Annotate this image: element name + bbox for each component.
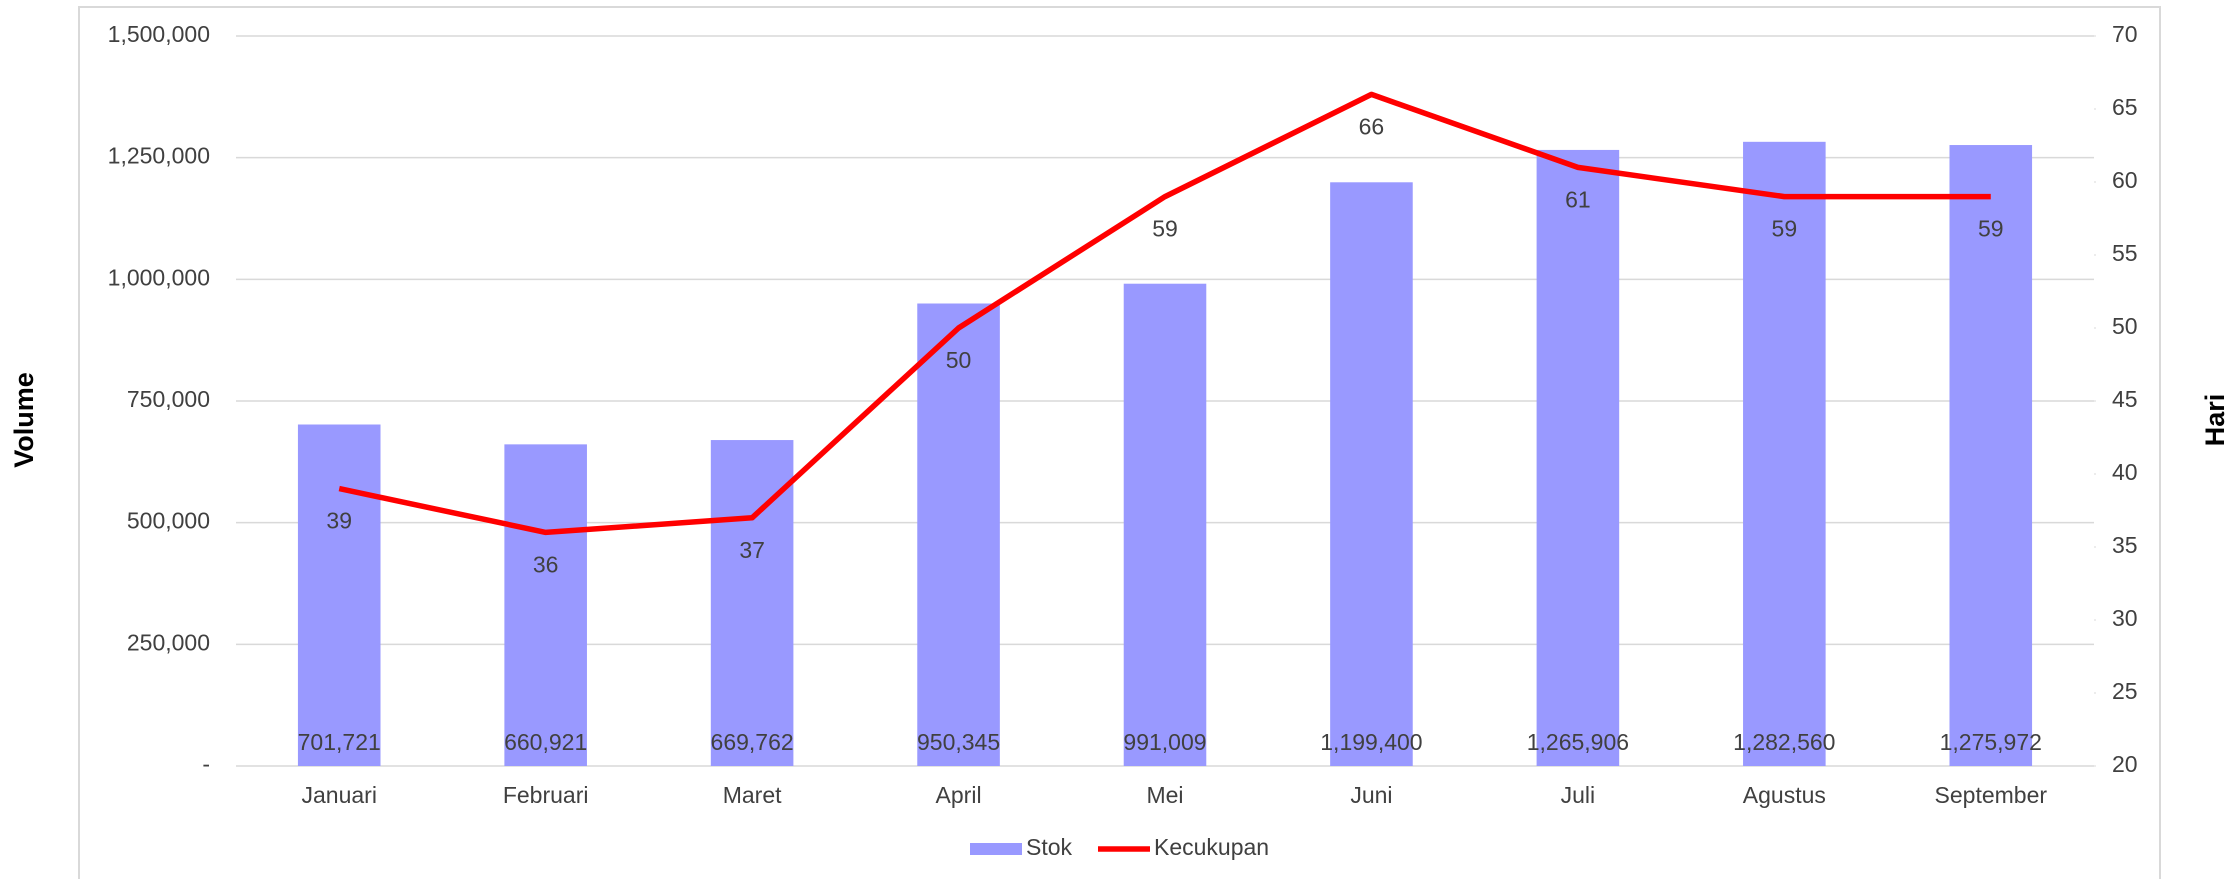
bar-value-label: 660,921 [504, 729, 587, 755]
y2-tick-label: 20 [2112, 751, 2138, 777]
line [338, 91, 1991, 536]
legend-label: Stok [1026, 834, 1073, 860]
line-value-label: 37 [739, 537, 765, 563]
bar [1743, 141, 1826, 766]
line-value-label: 59 [1978, 216, 2004, 242]
y2-tick-label: 45 [2112, 386, 2138, 412]
bar-value-label: 669,762 [711, 729, 794, 755]
y-tick-label: - [202, 751, 210, 777]
x-tick-label: Mei [1146, 782, 1183, 808]
x-tick-label: Maret [723, 782, 782, 808]
line-value-label: 50 [946, 347, 972, 373]
y-tick-label: 750,000 [127, 386, 210, 412]
x-tick-label: September [1935, 782, 2048, 808]
y2-tick-label: 50 [2112, 313, 2138, 339]
bar [1330, 182, 1413, 767]
bar-value-label: 1,265,906 [1527, 729, 1629, 755]
y2-tick-label: 70 [2112, 21, 2138, 47]
y2-tick-label: 25 [2112, 678, 2138, 704]
bar [1536, 149, 1620, 766]
y2-tick-label: 60 [2112, 167, 2138, 193]
y-tick-label: 250,000 [127, 629, 210, 655]
x-tick-label: Januari [302, 782, 377, 808]
y2-tick-label: 65 [2112, 94, 2138, 120]
bar-value-label: 1,199,400 [1320, 729, 1422, 755]
bar-value-label: 950,345 [917, 729, 1000, 755]
y-axis-title: Volume [9, 372, 39, 468]
bar-value-label: 701,721 [298, 729, 381, 755]
y2-tick-label: 35 [2112, 532, 2138, 558]
x-tick-label: Juli [1561, 782, 1596, 808]
legend-swatch [970, 843, 1022, 855]
bar [917, 303, 1000, 766]
line-value-label: 66 [1359, 113, 1385, 139]
bar-value-label: 991,009 [1123, 729, 1206, 755]
bar [1949, 145, 2033, 766]
legend-label: Kecukupan [1154, 834, 1269, 860]
bar [1123, 283, 1207, 766]
chart-border [78, 6, 2161, 879]
x-tick-label: April [936, 782, 982, 808]
y-tick-label: 1,000,000 [108, 264, 210, 290]
y2-tick-label: 40 [2112, 459, 2138, 485]
x-tick-label: Juni [1350, 782, 1392, 808]
line-value-label: 39 [326, 508, 352, 534]
x-tick-label: Agustus [1743, 782, 1826, 808]
y-tick-label: 1,500,000 [108, 21, 210, 47]
line-value-label: 59 [1152, 216, 1178, 242]
y2-axis-title: Hari [2200, 394, 2230, 447]
line-value-label: 36 [533, 551, 559, 577]
bar-value-label: 1,282,560 [1733, 729, 1835, 755]
bar-value-label: 1,275,972 [1940, 729, 2042, 755]
line-value-label: 59 [1772, 216, 1798, 242]
line-value-label: 61 [1565, 186, 1591, 212]
bar [297, 424, 381, 766]
y2-tick-label: 55 [2112, 240, 2138, 266]
y-tick-label: 1,250,000 [108, 143, 210, 169]
bar [504, 444, 587, 766]
y2-tick-label: 30 [2112, 605, 2138, 631]
y-tick-label: 500,000 [127, 508, 210, 534]
x-tick-label: Februari [503, 782, 589, 808]
